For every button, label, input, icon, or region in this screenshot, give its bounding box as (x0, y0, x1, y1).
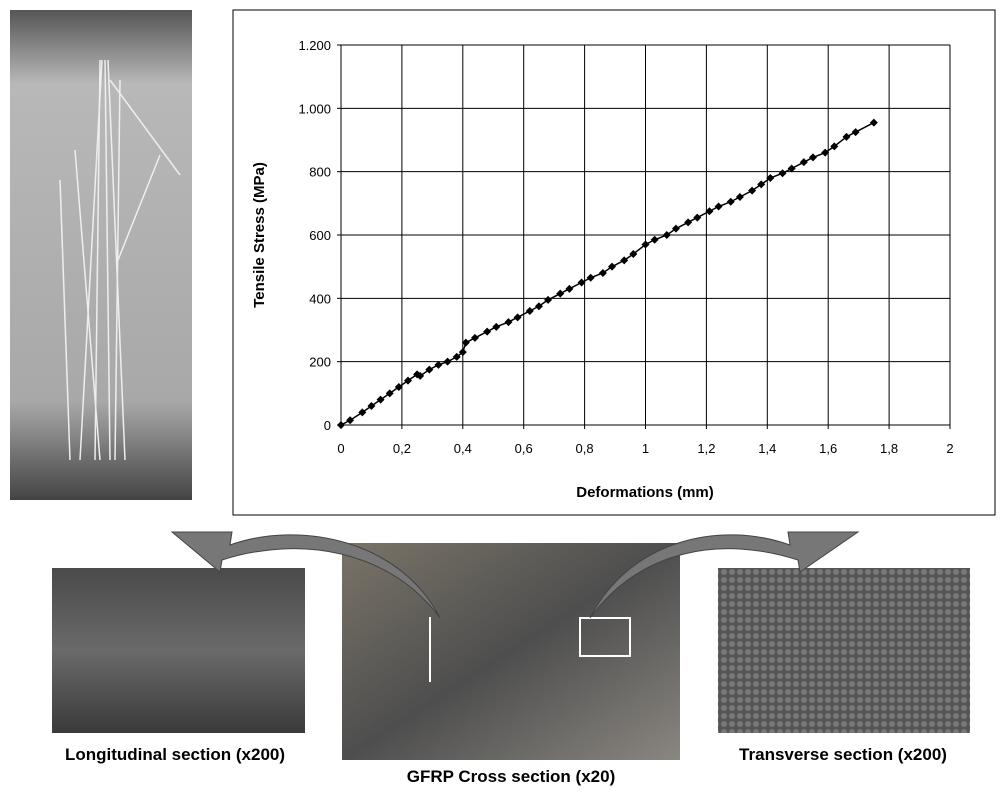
figure: Longitudinal section (x200) GFRP Cross s… (0, 0, 1000, 793)
x-tick-label: 0 (337, 441, 344, 456)
caption: GFRP Cross section (x20) (407, 767, 615, 786)
y-tick-label: 600 (309, 228, 331, 243)
x-tick-label: 0,2 (393, 441, 411, 456)
x-axis-title: Deformations (mm) (576, 484, 714, 501)
y-axis-title: Tensile Stress (MPa) (251, 162, 268, 308)
chart-frame (233, 10, 995, 515)
x-tick-label: 0,4 (454, 441, 472, 456)
y-tick-label: 800 (309, 165, 331, 180)
y-tick-label: 0 (324, 418, 331, 433)
x-tick-label: 1 (642, 441, 649, 456)
y-tick-label: 1.200 (298, 38, 331, 53)
x-tick-label: 0,8 (576, 441, 594, 456)
x-tick-label: 0,6 (515, 441, 533, 456)
caption: Transverse section (x200) (739, 745, 947, 764)
longitudinal-photo (52, 568, 305, 733)
x-tick-label: 1,6 (819, 441, 837, 456)
figure-canvas: Longitudinal section (x200) GFRP Cross s… (0, 0, 1000, 793)
x-tick-label: 1,4 (758, 441, 776, 456)
x-tick-label: 1,8 (880, 441, 898, 456)
transverse-photo (718, 568, 970, 733)
x-tick-label: 2 (946, 441, 953, 456)
caption: Longitudinal section (x200) (65, 745, 285, 764)
y-tick-label: 1.000 (298, 101, 331, 116)
y-tick-label: 400 (309, 291, 331, 306)
x-tick-label: 1,2 (697, 441, 715, 456)
y-tick-label: 200 (309, 355, 331, 370)
